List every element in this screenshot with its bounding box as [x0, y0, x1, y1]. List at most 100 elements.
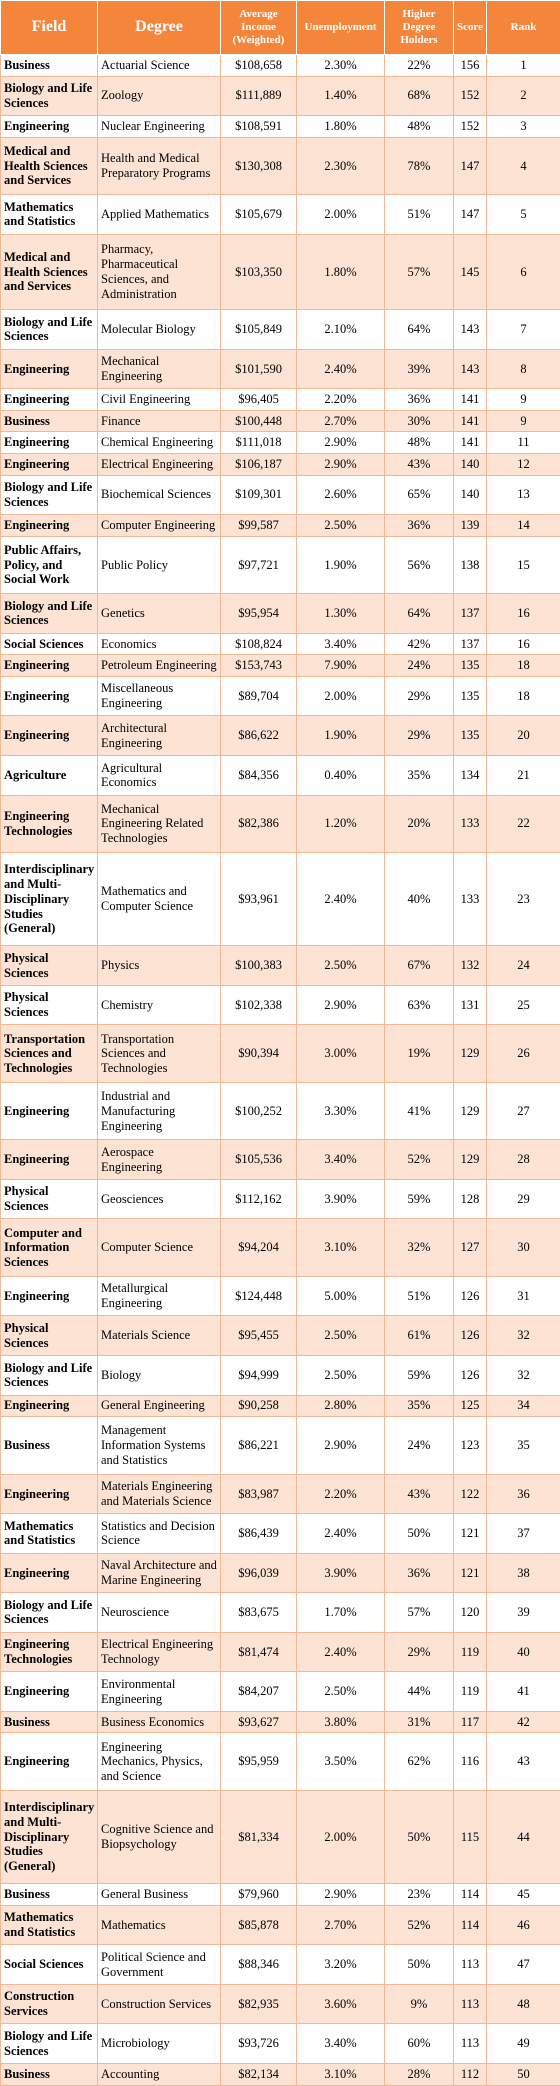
table-cell: Microbiology — [97, 2023, 221, 2064]
table-cell: Engineering — [0, 1732, 98, 1791]
table-cell: Health and Medical Preparatory Programs — [97, 136, 221, 196]
table-cell: $95,455 — [220, 1315, 297, 1357]
column-header: Score — [453, 0, 487, 55]
table-cell: 11 — [486, 431, 560, 454]
table-cell: 140 — [453, 453, 487, 476]
table-cell: 13 — [486, 474, 560, 516]
table-cell: 133 — [453, 794, 487, 854]
table-cell: 16 — [486, 593, 560, 634]
table-cell: $103,350 — [220, 233, 297, 311]
table-cell: 1.20% — [296, 794, 385, 854]
table-cell: 121 — [453, 1513, 487, 1554]
table-row: Biology and Life Sciences Microbiology $93… — [0, 2023, 560, 2064]
table-cell: Public Affairs, Policy, and Social Work — [0, 535, 98, 595]
table-cell: 45 — [486, 1883, 560, 1906]
table-cell: $130,308 — [220, 136, 297, 196]
table-cell: 0.40% — [296, 754, 385, 796]
table-cell: Engineering — [0, 1275, 98, 1317]
table-cell: 129 — [453, 1081, 487, 1141]
table-cell: 138 — [453, 535, 487, 595]
table-row: Engineering Metallurgical Engineering $124… — [0, 1275, 560, 1317]
table-cell: 2.70% — [296, 1904, 385, 1946]
table-cell: 22% — [384, 54, 454, 77]
table-cell: 2.60% — [296, 474, 385, 516]
table-cell: 2.00% — [296, 1789, 385, 1885]
table-cell: 59% — [384, 1355, 454, 1396]
table-cell: Biochemical Sciences — [97, 474, 221, 516]
table-cell: Mathematics and Computer Science — [97, 851, 221, 947]
table-cell: 31% — [384, 1710, 454, 1734]
table-cell: 113 — [453, 2023, 487, 2064]
table-cell: 41% — [384, 1081, 454, 1141]
table-cell: Biology and Life Sciences — [0, 75, 98, 117]
table-cell: 36 — [486, 1473, 560, 1515]
table-cell: 64% — [384, 593, 454, 634]
table-cell: $94,204 — [220, 1218, 297, 1277]
table-cell: Statistics and Decision Science — [97, 1513, 221, 1554]
table-row: Medical and Health Sciences and Services… — [0, 233, 560, 311]
table-cell: $95,954 — [220, 593, 297, 634]
table-cell: Architectural Engineering — [97, 715, 221, 756]
column-header: Rank — [486, 0, 560, 55]
table-cell: Business Economics — [97, 1710, 221, 1734]
table-cell: Mechanical Engineering — [97, 348, 221, 390]
table-cell: Engineering — [0, 431, 98, 454]
table-cell: Accounting — [97, 2062, 221, 2086]
table-row: Medical and Health Sciences and Services… — [0, 136, 560, 196]
table-cell: 32% — [384, 1218, 454, 1277]
table-cell: Engineering — [0, 453, 98, 476]
table-cell: 7 — [486, 309, 560, 350]
column-header: Higher Degree Holders — [384, 0, 454, 55]
table-cell: Engineering — [0, 348, 98, 390]
table-cell: 48% — [384, 115, 454, 138]
table-cell: 41 — [486, 1671, 560, 1712]
table-cell: 2.10% — [296, 309, 385, 350]
table-cell: $89,704 — [220, 675, 297, 717]
table-cell: 2.90% — [296, 453, 385, 476]
table-cell: 16 — [486, 632, 560, 656]
table-cell: Mathematics — [97, 1904, 221, 1946]
table-cell: $81,474 — [220, 1631, 297, 1673]
column-header: Unemployment — [296, 0, 385, 55]
table-cell: 3.90% — [296, 1552, 385, 1594]
table-cell: Mathematics and Statistics — [0, 1904, 98, 1946]
table-cell: Engineering — [0, 1473, 98, 1515]
table-cell: 2 — [486, 75, 560, 117]
table-cell: 30 — [486, 1218, 560, 1277]
column-header: Average Income (Weighted) — [220, 0, 297, 55]
table-cell: $82,134 — [220, 2062, 297, 2086]
table-cell: 19% — [384, 1024, 454, 1083]
table-cell: 3.00% — [296, 1024, 385, 1083]
table-cell: General Engineering — [97, 1394, 221, 1418]
table-cell: Miscellaneous Engineering — [97, 675, 221, 717]
table-cell: 2.70% — [296, 409, 385, 433]
table-cell: 30% — [384, 409, 454, 433]
table-cell: Pharmacy, Pharmaceutical Sciences, and A… — [97, 233, 221, 311]
table-cell: 29% — [384, 675, 454, 717]
table-cell: 115 — [453, 1789, 487, 1885]
table-cell: 116 — [453, 1732, 487, 1791]
table-cell: 126 — [453, 1355, 487, 1396]
table-cell: Political Science and Government — [97, 1944, 221, 1985]
table-cell: Engineering — [0, 654, 98, 677]
table-cell: 141 — [453, 388, 487, 411]
column-header: Field — [0, 0, 98, 55]
table-row: Mathematics and Statistics Mathematics $85… — [0, 1904, 560, 1946]
table-cell: 2.20% — [296, 1473, 385, 1515]
table-cell: 129 — [453, 1024, 487, 1083]
table-cell: Mathematics and Statistics — [0, 1513, 98, 1554]
table-cell: Social Sciences — [0, 632, 98, 656]
table-cell: Public Policy — [97, 535, 221, 595]
table-cell: Actuarial Science — [97, 54, 221, 77]
table-cell: 28% — [384, 2062, 454, 2086]
table-cell: Business — [0, 409, 98, 433]
table-cell: 50% — [384, 1789, 454, 1885]
table-cell: 24% — [384, 654, 454, 677]
table-cell: 34 — [486, 1394, 560, 1418]
table-cell: 2.00% — [296, 675, 385, 717]
table-cell: Aerospace Engineering — [97, 1139, 221, 1180]
table-cell: 3.50% — [296, 1732, 385, 1791]
table-cell: Computer and Information Sciences — [0, 1218, 98, 1277]
table-cell: Agriculture — [0, 754, 98, 796]
